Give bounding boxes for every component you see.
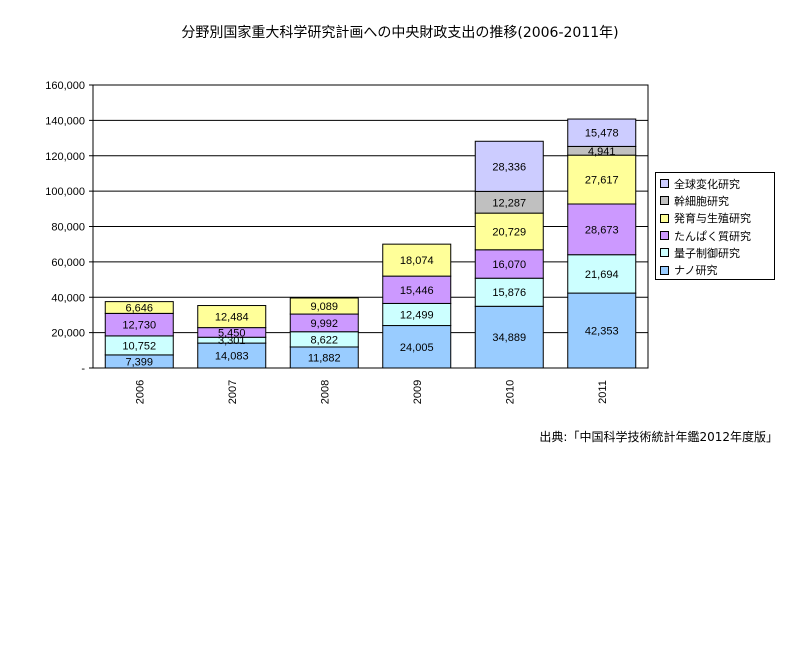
legend-swatch	[660, 179, 669, 189]
data-label: 42,353	[585, 326, 619, 338]
data-label: 12,287	[492, 197, 526, 209]
y-tick-label: 40,000	[51, 292, 85, 304]
data-label: 18,074	[400, 255, 434, 267]
legend-swatch	[660, 265, 669, 275]
x-tick-label: 2006	[134, 380, 146, 404]
x-tick-label: 2009	[412, 380, 424, 404]
data-label: 5,450	[218, 327, 246, 339]
x-tick-label: 2008	[319, 380, 331, 404]
legend-label: たんぱく質研究	[674, 229, 751, 243]
data-label: 9,992	[310, 318, 338, 330]
source-note: 出典:「中国科学技術統計年鑑2012年度版」	[539, 430, 778, 444]
bar-segment	[474, 212, 544, 251]
legend-item: 量子制御研究	[660, 244, 770, 261]
bar-segment	[382, 275, 452, 304]
legend-swatch	[660, 213, 669, 223]
bar-segment	[382, 243, 452, 277]
bar-segment	[567, 292, 637, 369]
legend-label: 全球変化研究	[674, 177, 740, 191]
legend-label: ナノ研究	[674, 264, 718, 278]
data-label: 12,499	[400, 309, 434, 321]
data-label: 11,882	[308, 352, 341, 364]
data-label: 28,336	[492, 161, 526, 173]
data-label: 10,752	[122, 340, 156, 352]
bar-segment	[567, 154, 637, 205]
bar-segment	[197, 342, 267, 369]
legend-swatch	[660, 248, 669, 258]
bar-segment	[104, 301, 174, 314]
data-label: 8,622	[310, 334, 338, 346]
y-tick-label: 140,000	[45, 115, 85, 127]
data-label: 3,301	[218, 335, 246, 347]
data-label: 9,089	[310, 301, 338, 313]
legend-item: 発育与生殖研究	[660, 210, 770, 227]
data-label: 12,730	[122, 320, 156, 332]
y-tick-label: 120,000	[45, 151, 85, 163]
x-tick-label: 2007	[227, 380, 239, 404]
chart-title: 分野別国家重大科学研究計画への中央財政支出の推移(2006-2011年)	[181, 25, 619, 41]
legend: 全球変化研究 幹細胞研究発育与生殖研究 たんぱく質研究 量子制御研究 ナノ研究	[655, 172, 775, 280]
bar-segment	[567, 118, 637, 147]
plot-border	[92, 84, 649, 369]
data-label: 21,694	[585, 269, 619, 281]
data-label: 14,083	[215, 351, 249, 363]
x-tick-label: 2010	[504, 380, 516, 404]
data-label: 27,617	[585, 175, 619, 187]
legend-item: たんぱく質研究	[660, 227, 770, 244]
data-label: 34,889	[492, 332, 526, 344]
data-label: 24,005	[400, 342, 434, 354]
bar-segment	[289, 297, 359, 315]
data-label: 12,484	[215, 312, 249, 324]
y-tick-label: 20,000	[51, 328, 85, 340]
legend-swatch	[660, 196, 669, 206]
y-tick-label: 80,000	[51, 222, 85, 234]
y-tick-label: 160,000	[45, 80, 85, 92]
data-label: 15,446	[400, 285, 434, 297]
legend-item: ナノ研究	[660, 261, 770, 278]
bar-segment	[382, 325, 452, 369]
data-label: 16,070	[492, 259, 526, 271]
data-label: 15,478	[585, 128, 619, 140]
y-tick-label: 60,000	[51, 257, 85, 269]
y-tick-label: 100,000	[45, 186, 85, 198]
legend-item: 幹細胞研究	[660, 192, 770, 209]
bar-segment	[197, 305, 267, 329]
legend-label: 幹細胞研究	[674, 194, 729, 208]
bar-segment	[474, 140, 544, 192]
data-label: 6,646	[125, 303, 153, 315]
data-label: 20,729	[492, 226, 526, 238]
legend-item: 全球変化研究	[660, 175, 770, 192]
data-label: 4,941	[588, 146, 616, 158]
bar-segment	[474, 305, 544, 369]
data-label: 15,876	[492, 287, 526, 299]
data-label: 28,673	[585, 224, 619, 236]
bar-segment	[474, 277, 544, 307]
legend-swatch	[660, 231, 669, 241]
legend-label: 発育与生殖研究	[674, 212, 751, 226]
y-tick-label: -	[81, 363, 85, 375]
data-label: 7,399	[125, 356, 153, 368]
x-tick-label: 2011	[597, 380, 609, 404]
legend-label: 量子制御研究	[674, 246, 740, 260]
